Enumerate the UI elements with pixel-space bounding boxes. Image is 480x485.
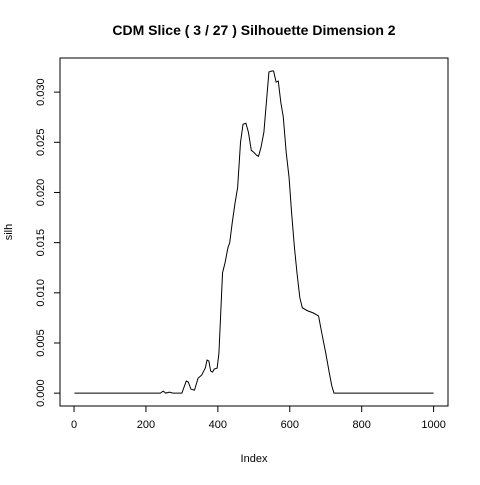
y-tick-label: 0.000 <box>35 379 47 407</box>
x-tick-label: 0 <box>71 419 77 431</box>
x-tick-label: 800 <box>353 419 371 431</box>
y-axis-label: silh <box>3 224 15 241</box>
y-tick-label: 0.005 <box>35 329 47 357</box>
y-tick-label: 0.015 <box>35 229 47 257</box>
y-tick-label: 0.025 <box>35 129 47 157</box>
y-tick-label: 0.020 <box>35 179 47 207</box>
x-axis-label: Index <box>241 453 268 465</box>
x-tick-label: 1000 <box>421 419 445 431</box>
chart-title: CDM Slice ( 3 / 27 ) Silhouette Dimensio… <box>112 22 395 38</box>
data-line <box>74 70 434 394</box>
y-tick-label: 0.010 <box>35 279 47 307</box>
x-tick-label: 600 <box>281 419 299 431</box>
plot-box <box>59 57 449 407</box>
x-tick-label: 400 <box>209 419 227 431</box>
y-tick-label: 0.030 <box>35 78 47 106</box>
x-tick-label: 200 <box>137 419 155 431</box>
